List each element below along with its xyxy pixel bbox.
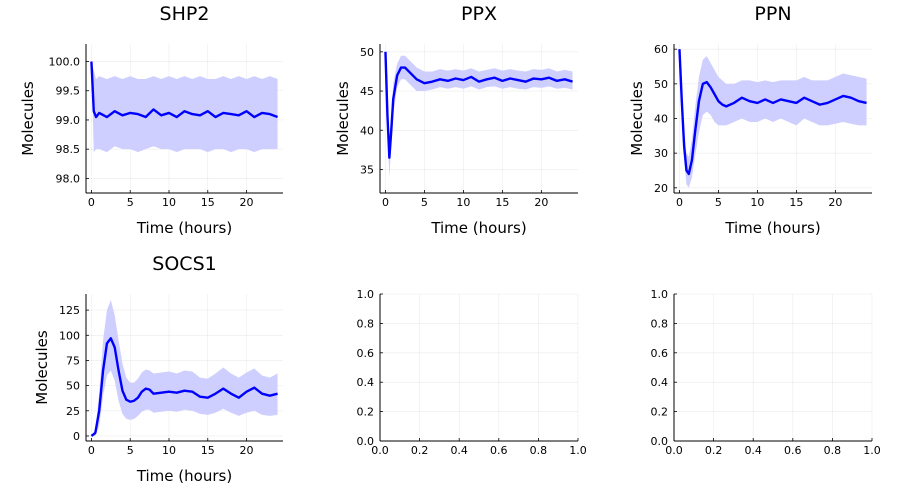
y-tick-label: 99.5 [56,85,81,98]
x-axis-label: Time (hours) [724,219,820,237]
x-tick-label: 5 [127,196,134,209]
subplot-shp2: 0 5 10 15 20 98.0 98.5 99.0 99.5 100.0 SHP2 Time (h… [19,3,283,237]
confidence-band [679,49,867,188]
confidence-band [385,51,573,178]
subplot-empty-5: 0.0 0.2 0.4 0.6 0.8 1.0 0.0 0.2 0.4 0.6 0.8 1.0 [651,288,881,457]
mean-line [678,49,867,176]
x-tick-label: 0.0 [665,444,683,457]
y-tick-label: 75 [66,354,80,367]
y-tick-label: 0.4 [651,376,669,389]
x-tick-label: 0.0 [371,444,389,457]
y-axis-label: Molecules [33,330,51,405]
x-tick-label: 20 [240,196,254,209]
y-tick-label: 0.2 [357,406,375,419]
subplot-ppn: 0 5 10 15 20 20 30 40 50 60 PPN Time (hours) Molecul… [628,3,872,237]
x-tick-label: 15 [495,196,509,209]
subplot-ppx: 0 5 10 15 20 35 40 45 50 PPX Time (hours) Molecules [334,3,578,237]
x-tick-label: 15 [201,444,215,457]
y-tick-label: 98.0 [56,172,81,185]
y-tick-label: 100 [59,329,80,342]
y-tick-label: 60 [654,43,668,56]
y-tick-label: 0.2 [651,406,669,419]
x-tick-label: 0.6 [490,444,508,457]
x-tick-label: 20 [828,196,842,209]
y-tick-label: 0.4 [357,376,375,389]
x-tick-label: 20 [240,444,254,457]
y-tick-label: 40 [360,124,374,137]
chart-title: SHP2 [160,3,210,25]
x-tick-label: 0.8 [824,444,842,457]
y-tick-label: 0.0 [357,435,375,448]
y-tick-label: 98.5 [56,143,81,156]
x-tick-label: 0.6 [784,444,802,457]
x-tick-label: 0.8 [530,444,548,457]
y-tick-label: 100.0 [49,56,81,69]
y-tick-label: 50 [654,78,668,91]
y-tick-label: 0 [73,430,80,443]
x-tick-label: 5 [421,196,428,209]
y-tick-label: 0.6 [651,347,669,360]
y-axis-label: Molecules [19,81,37,156]
y-tick-label: 30 [654,147,668,160]
subplot-empty-4: 0.0 0.2 0.4 0.6 0.8 1.0 0.0 0.2 0.4 0.6 0.8 1.0 [357,288,587,457]
x-tick-label: 0 [382,196,389,209]
confidence-band [91,300,278,436]
x-tick-label: 0.4 [744,444,762,457]
y-tick-label: 20 [654,182,668,195]
x-tick-label: 5 [715,196,722,209]
x-tick-label: 0 [676,196,683,209]
x-tick-label: 15 [789,196,803,209]
x-tick-label: 0.2 [705,444,723,457]
x-tick-label: 1.0 [863,444,881,457]
x-tick-label: 0.4 [450,444,468,457]
y-tick-label: 35 [360,163,374,176]
chart-title: SOCS1 [152,253,216,275]
y-tick-label: 0.6 [357,347,375,360]
mean-line [90,337,278,437]
chart-title: PPN [754,3,791,25]
x-tick-label: 0.2 [411,444,429,457]
y-tick-label: 25 [66,405,80,418]
y-tick-label: 1.0 [357,288,375,301]
x-axis-label: Time (hours) [136,219,232,237]
y-tick-label: 50 [360,46,374,59]
y-tick-label: 0.8 [357,317,375,330]
y-axis-label: Molecules [628,81,646,156]
chart-title: PPX [461,3,497,25]
y-tick-label: 40 [654,113,668,126]
x-tick-label: 10 [162,196,176,209]
x-tick-label: 0 [88,444,95,457]
x-tick-label: 10 [750,196,764,209]
x-axis-label: Time (hours) [430,219,526,237]
x-tick-label: 5 [127,444,134,457]
y-tick-label: 0.0 [651,435,669,448]
x-tick-label: 0 [88,196,95,209]
y-tick-label: 125 [59,304,80,317]
confidence-band [91,61,278,153]
subplot-socs1: 0 5 10 15 20 0 25 50 75 100 125 SOCS1 Time (hours) Mo… [33,253,283,485]
x-tick-label: 15 [201,196,215,209]
y-tick-label: 99.0 [56,114,81,127]
x-tick-label: 20 [534,196,548,209]
x-tick-label: 1.0 [569,444,587,457]
y-tick-label: 0.8 [651,317,669,330]
x-axis-label: Time (hours) [136,467,232,485]
y-tick-label: 45 [360,85,374,98]
x-tick-label: 10 [162,444,176,457]
y-tick-label: 50 [66,380,80,393]
mean-line [90,61,278,119]
x-tick-label: 10 [456,196,470,209]
y-axis-label: Molecules [334,81,352,156]
mean-line [384,51,573,159]
y-tick-label: 1.0 [651,288,669,301]
